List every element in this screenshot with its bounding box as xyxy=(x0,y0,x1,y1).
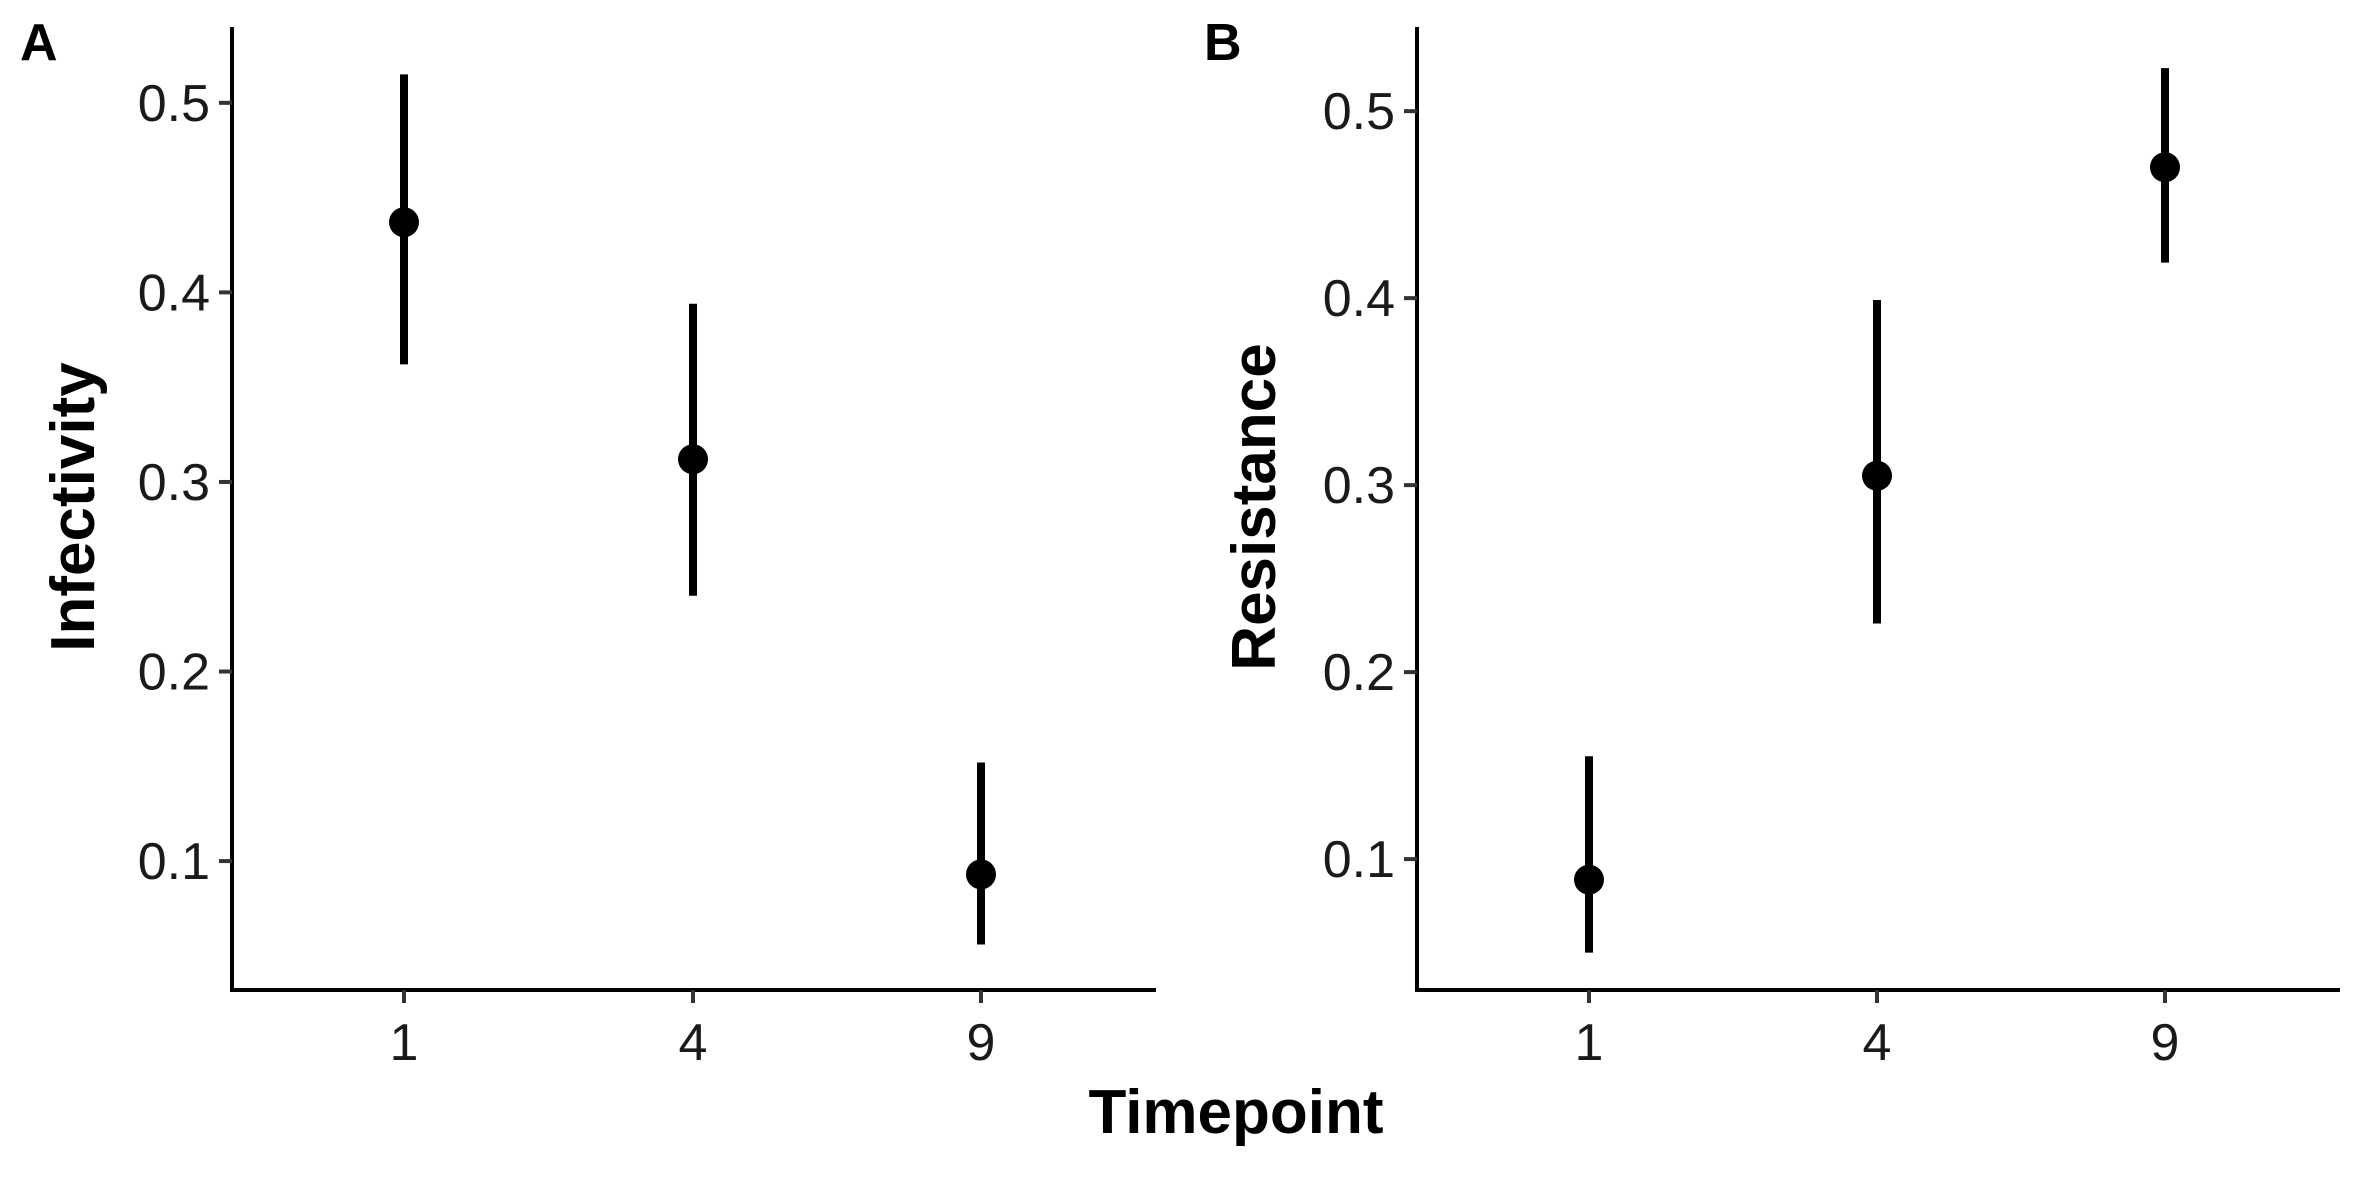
panel-a-data-point xyxy=(678,444,708,475)
panel-b-x-tick-label: 4 xyxy=(1863,1014,1892,1072)
x-axis-title: Timepoint xyxy=(1088,1078,1383,1147)
panel-b-data-point xyxy=(1574,864,1604,895)
panel-b: B Resistance 0.1 0.2 0.3 0.4 0.5 1 4 9 xyxy=(1204,14,2340,1072)
panel-a-marks: 0.1 0.2 0.3 0.4 0.5 1 4 9 xyxy=(138,74,996,1072)
panel-a-data-point xyxy=(966,859,996,890)
panel-b-x-tick-label: 9 xyxy=(2151,1014,2180,1072)
panel-b-y-tick-label: 0.4 xyxy=(1323,270,1395,328)
panel-a-x-tick-label: 9 xyxy=(967,1014,996,1072)
panel-a-x-tick-label: 4 xyxy=(679,1014,708,1072)
panel-a-y-axis-title: Infectivity xyxy=(39,362,108,652)
panel-b-y-tick-label: 0.3 xyxy=(1323,457,1395,515)
panel-b-x-tick-label: 1 xyxy=(1575,1014,1604,1072)
panel-a-data-point xyxy=(389,207,419,238)
panel-a-y-tick-label: 0.1 xyxy=(138,833,210,891)
panel-a-y-tick-label: 0.3 xyxy=(138,454,210,512)
panel-a-y-tick-label: 0.4 xyxy=(138,264,210,322)
panel-b-marks: 0.1 0.2 0.3 0.4 0.5 1 4 9 xyxy=(1323,68,2180,1072)
panel-b-y-tick-label: 0.1 xyxy=(1323,831,1395,889)
panel-a-letter: A xyxy=(20,14,58,72)
panel-a: A Infectivity 0.1 0.2 0.3 0.4 0.5 1 4 9 xyxy=(20,14,1156,1072)
panel-b-y-tick-label: 0.2 xyxy=(1323,644,1395,702)
panel-b-data-point xyxy=(2150,152,2180,183)
panel-a-y-tick-label: 0.2 xyxy=(138,644,210,702)
panel-b-letter: B xyxy=(1204,14,1242,72)
panel-a-x-tick-label: 1 xyxy=(390,1014,419,1072)
panel-b-data-point xyxy=(1862,460,1892,491)
panel-b-y-tick-label: 0.5 xyxy=(1323,83,1395,141)
panel-b-y-axis-title: Resistance xyxy=(1220,343,1289,670)
panel-a-y-tick-label: 0.5 xyxy=(138,75,210,133)
